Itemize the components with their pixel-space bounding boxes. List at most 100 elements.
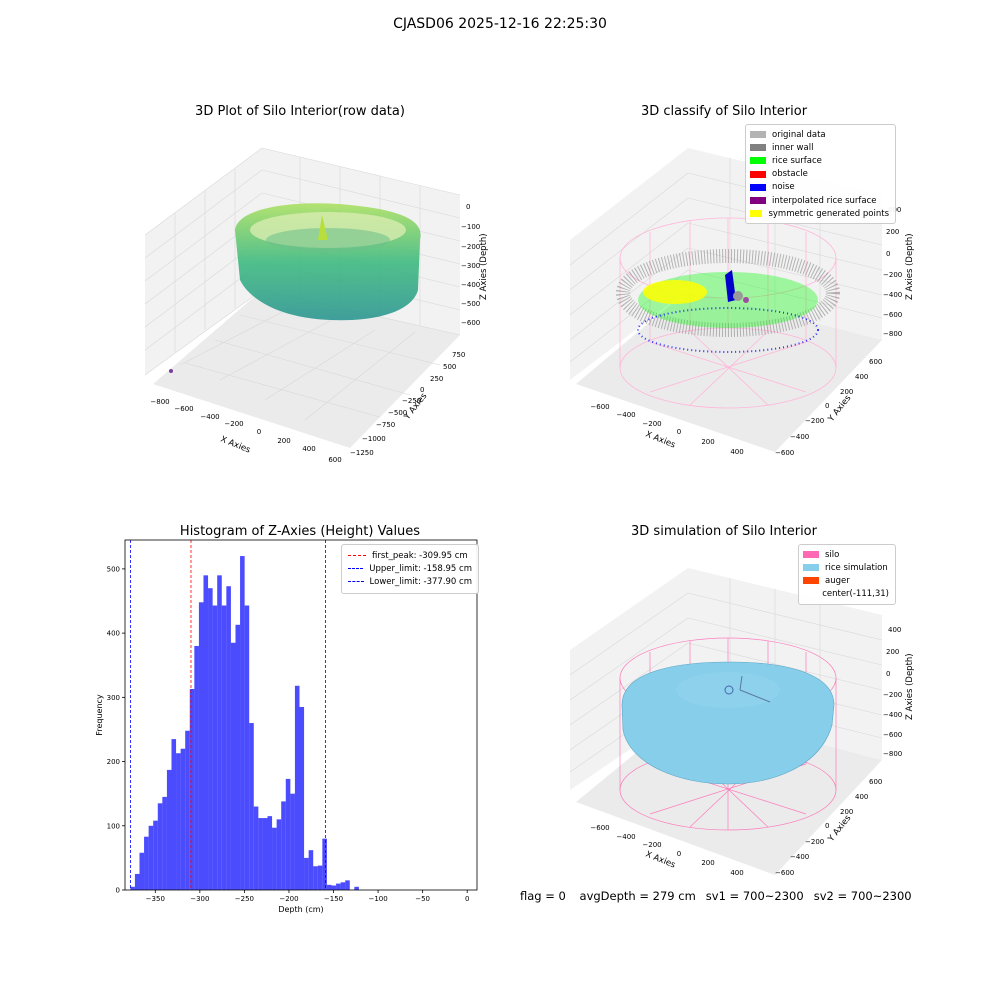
p1-y-tick: −250 [402,397,421,405]
panel1-title: 3D Plot of Silo Interior(row data) [195,104,405,119]
avg-depth-text: avgDepth = 279 cm [579,889,696,903]
histogram-x-tick-label: −200 [279,895,298,903]
histogram-bar [322,838,327,890]
histogram-bar [272,827,277,890]
p1-x-tick: 400 [302,445,315,453]
histogram-bar [230,642,236,890]
p1-x-tick: −400 [200,413,219,421]
histogram-chart: −350 −300 −250 −200 −150 −100 −50 0 0 100 200 300 4… [95,539,478,914]
legend-item: silo [803,548,889,561]
histogram-bar [148,825,154,890]
histogram-bar [340,882,346,890]
panel1-3d-plot: −800 −600 −400 −200 0 200 400 600 750 50… [144,147,489,464]
sv2-text: sv2 = 700~2300 [813,889,912,903]
p2-y-tick: 600 [869,358,882,366]
histogram-bar [345,880,350,890]
legend-item: obstacle [750,168,889,181]
panel2-legend: original data inner wall rice surface ob… [745,124,896,225]
p4-z-tick: −200 [883,691,902,699]
histogram-bar [290,793,295,890]
p4-y-tick: 200 [840,808,853,816]
flag-text: flag = 0 [520,889,566,903]
histogram-bar [276,819,282,890]
histogram-bar [235,624,241,890]
histogram-xlabel: Depth (cm) [278,905,323,914]
p1-z-tick: −600 [461,319,480,327]
p2-xlabel: X Axies [644,430,677,451]
histogram-bar [253,806,259,890]
legend-item: noise [750,181,889,194]
legend-item: rice surface [750,154,889,167]
histogram-x-tick-label: −50 [415,895,430,903]
histogram-bar [166,769,172,890]
legend-item: inner wall [750,141,889,154]
legend-item: interpolated rice surface [750,194,889,207]
histogram-bar [304,857,309,890]
histogram-bar [262,818,268,890]
panel4-3d-plot: −600 −400 −200 0 200 400 600 400 200 0 −… [569,568,915,877]
p2-y-tick: −200 [805,417,824,425]
histogram-bar [221,605,227,890]
legend-item: first_peak: -309.95 cm [348,549,472,562]
legend-item: center(-111,31) [822,589,889,600]
stats-footer: flag = 0 avgDepth = 279 cm sv1 = 700~2300… [520,889,922,903]
histogram-y-tick-label: 200 [107,758,120,766]
histogram-y-tick-label: 300 [107,694,120,702]
p2-z-tick: −400 [883,291,902,299]
histogram-bar [171,739,177,890]
p4-z-tick: −400 [883,711,902,719]
histogram-bar [189,688,195,890]
histogram-bar [217,575,222,890]
histogram-bar [203,575,209,890]
p2-x-tick: −200 [642,420,661,428]
p2-zlabel: Z Axies (Depth) [905,233,915,300]
p2-y-tick: 400 [855,373,868,381]
sv1-text: sv1 = 700~2300 [705,889,804,903]
histogram-ylabel: Frequency [95,694,104,736]
histogram-bar [354,886,359,890]
p2-x-tick: 400 [730,448,743,456]
p2-y-tick: −600 [775,449,794,457]
p2-y-tick: 0 [825,402,829,410]
p2-x-tick: −600 [590,403,609,411]
histogram-bar [308,850,314,890]
histogram-bar [313,866,318,890]
histogram-bar [258,818,263,890]
histogram-x-tick-label: −100 [368,895,387,903]
histogram-legend: first_peak: -309.95 cm Upper_limit: -158… [341,544,479,594]
histogram-y-tick-label: 100 [107,822,120,830]
p1-y-tick: −1250 [350,449,374,457]
histogram-bar [157,803,163,890]
p1-y-tick: 750 [452,351,465,359]
histogram-bar [249,723,254,890]
legend-item: Upper_limit: -158.95 cm [348,562,472,575]
p1-z-tick: −300 [461,262,480,270]
p1-z-tick: 0 [466,203,470,211]
p4-x-tick: −600 [590,824,609,832]
histogram-x-tick-label: −250 [235,895,254,903]
panel4-legend: silo rice simulation auger center(-111,3… [798,544,896,605]
p1-xlabel: X Axies [219,435,252,456]
histogram-bar [281,801,286,890]
histogram-bar [208,588,213,890]
p4-y-tick: 0 [825,822,829,830]
histogram-bar [198,602,204,890]
p1-zlabel: Z Axies (Depth) [479,233,489,300]
histogram-y-tick-label: 0 [116,887,120,895]
histogram-bar [326,884,332,890]
p1-x-tick: −600 [174,405,193,413]
p2-x-tick: −400 [616,411,635,419]
histogram-bar [331,885,337,890]
histogram-y-tick-label: 400 [107,630,120,638]
p4-z-tick: −600 [883,731,902,739]
p4-x-tick: 400 [730,869,743,877]
histogram-bar [226,586,231,890]
p4-y-tick: 400 [855,793,868,801]
histogram-bar [317,865,323,890]
histogram-y-tick-label: 500 [107,565,120,573]
p4-y-tick: 600 [869,778,882,786]
histogram-x-tick-label: −300 [190,895,209,903]
p1-x-tick: −800 [150,398,169,406]
p1-y-tick: 500 [443,363,456,371]
p1-z-tick: −100 [461,223,480,231]
